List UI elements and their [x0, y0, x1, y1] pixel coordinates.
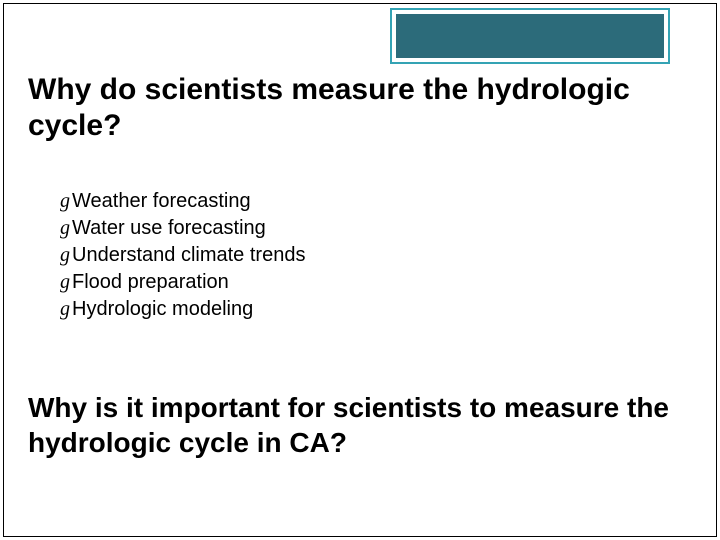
- list-item: g Hydrologic modeling: [60, 298, 680, 321]
- bullet-list: g Weather forecasting g Water use foreca…: [60, 190, 680, 325]
- bullet-icon: g: [60, 244, 68, 267]
- list-item: g Understand climate trends: [60, 244, 680, 267]
- bullet-text: Flood preparation: [72, 271, 229, 294]
- bullet-icon: g: [60, 271, 68, 294]
- bullet-text: Water use forecasting: [72, 217, 266, 240]
- bullet-text: Understand climate trends: [72, 244, 305, 267]
- bullet-icon: g: [60, 217, 68, 240]
- list-item: g Weather forecasting: [60, 190, 680, 213]
- bullet-icon: g: [60, 298, 68, 321]
- bullet-text: Weather forecasting: [72, 190, 251, 213]
- list-item: g Water use forecasting: [60, 217, 680, 240]
- slide-title: Why do scientists measure the hydrologic…: [28, 72, 680, 144]
- list-item: g Flood preparation: [60, 271, 680, 294]
- accent-box-fill: [396, 14, 664, 58]
- bullet-text: Hydrologic modeling: [72, 298, 253, 321]
- accent-box: [390, 8, 670, 64]
- bullet-icon: g: [60, 190, 68, 213]
- slide-subtitle: Why is it important for scientists to me…: [28, 390, 680, 460]
